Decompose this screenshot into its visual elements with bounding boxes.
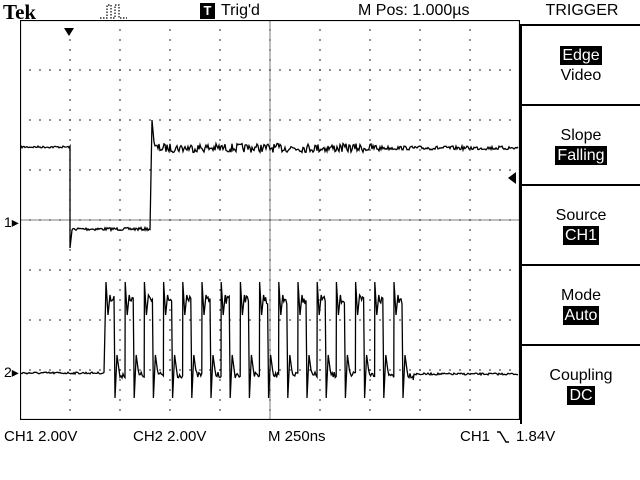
trigger-status: T Trig'd bbox=[200, 2, 260, 20]
menu-item-slope[interactable]: Slope Falling bbox=[522, 104, 640, 184]
trace-ch2 bbox=[20, 281, 519, 399]
source-label: Source bbox=[555, 206, 607, 224]
menu-item-source[interactable]: Source CH1 bbox=[522, 184, 640, 264]
mode-label: Mode bbox=[560, 286, 602, 304]
source-value: CH1 bbox=[562, 225, 599, 245]
waveform-display bbox=[20, 20, 520, 420]
main-position-readout: M Pos: 1.000µs bbox=[358, 2, 470, 19]
type-video-option: Video bbox=[560, 66, 602, 84]
trigger-menu: Edge Video Slope Falling Source CH1 Mode… bbox=[520, 24, 640, 424]
ch1-ground-marker: 1▸ bbox=[4, 214, 19, 230]
trace-ch1 bbox=[20, 119, 519, 249]
trigger-level-readout: 1.84V bbox=[516, 428, 556, 445]
slope-label: Slope bbox=[560, 126, 602, 144]
slope-value: Falling bbox=[555, 145, 607, 165]
menu-item-coupling[interactable]: Coupling DC bbox=[522, 344, 640, 424]
trigger-level-arrow bbox=[508, 172, 516, 184]
menu-item-type[interactable]: Edge Video bbox=[522, 24, 640, 104]
trigger-source-readout: CH1 bbox=[460, 428, 491, 445]
coupling-label: Coupling bbox=[549, 366, 613, 384]
ch2-ground-marker: 2▸ bbox=[4, 364, 19, 380]
type-edge-option: Edge bbox=[560, 45, 602, 65]
timebase-readout: M 250ns bbox=[268, 428, 326, 445]
falling-edge-icon bbox=[497, 430, 510, 443]
pulse-waveform-icon bbox=[100, 4, 127, 19]
trigger-position-arrow bbox=[64, 28, 74, 36]
coupling-value: DC bbox=[567, 385, 595, 405]
graticule-grid bbox=[21, 21, 519, 419]
trigger-marker-icon: T bbox=[200, 3, 215, 19]
menu-item-mode[interactable]: Mode Auto bbox=[522, 264, 640, 344]
mode-value: Auto bbox=[562, 305, 600, 325]
trigger-readout: CH1 1.84V bbox=[460, 428, 555, 445]
menu-title: TRIGGER bbox=[545, 2, 619, 19]
ch1-scale-readout: CH1 2.00V bbox=[4, 428, 78, 445]
trigger-status-label: Trig'd bbox=[221, 2, 260, 19]
ch2-scale-readout: CH2 2.00V bbox=[133, 428, 207, 445]
